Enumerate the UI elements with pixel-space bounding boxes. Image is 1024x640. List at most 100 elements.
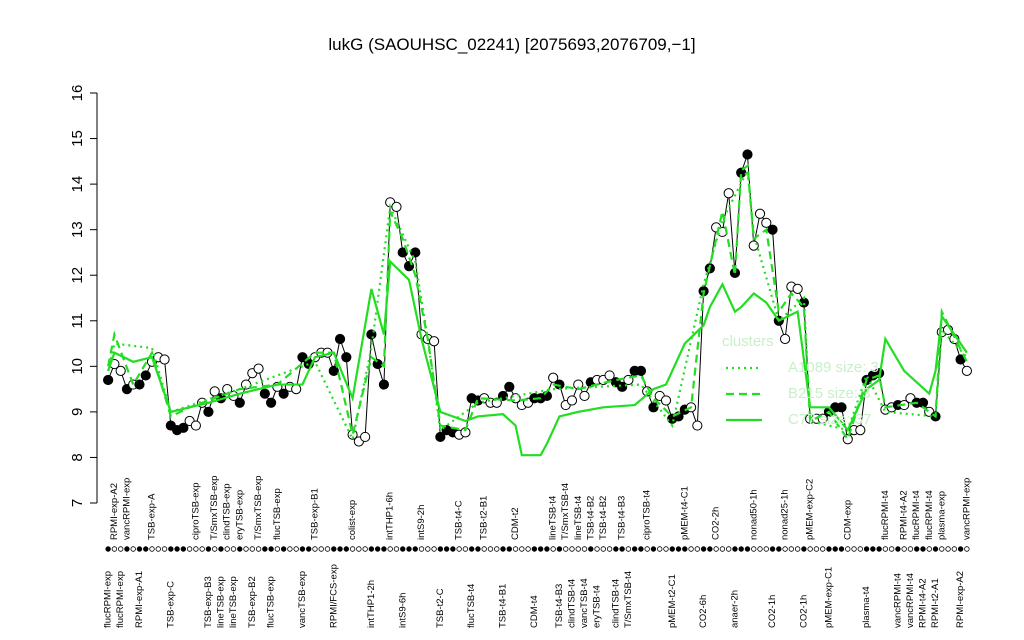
sample-dot — [945, 546, 951, 552]
sample-dot — [769, 546, 776, 552]
x-tick-label: TSB-t4-B2 — [585, 496, 596, 540]
x-tick-label: flucTSB-t4 — [466, 584, 477, 628]
sample-dot — [193, 546, 199, 552]
sample-dot — [205, 546, 212, 552]
data-point — [259, 388, 270, 399]
cluster-line — [107, 259, 968, 457]
x-tick-label: T/SmxTSB-exp — [253, 476, 264, 540]
sample-dot — [575, 546, 581, 552]
sample-dot — [218, 546, 224, 552]
x-tick-label: T/SmxTSB-t4 — [560, 483, 571, 540]
data-point — [190, 420, 201, 431]
sample-dot — [644, 546, 650, 552]
sample-dot — [155, 546, 161, 552]
data-point — [748, 240, 759, 251]
x-tick-label: RPMI-t2-A1 — [930, 578, 941, 628]
sample-dot — [343, 546, 350, 552]
x-tick-label: T/SmxTSB-t4 — [623, 571, 634, 628]
data-point — [328, 365, 339, 376]
x-tick-label: clindTSB-t4 — [610, 579, 621, 628]
sample-dot — [161, 546, 168, 552]
data-point — [253, 363, 264, 374]
sample-dot — [625, 546, 632, 552]
sample-dot — [512, 546, 519, 552]
sample-dot — [838, 546, 845, 552]
data-point — [692, 420, 703, 431]
x-tick-label: RPMI/FCS-exp — [328, 564, 339, 628]
data-point — [548, 372, 559, 383]
x-tick-label: intTHP1-2h — [366, 580, 377, 628]
legend-title: clusters — [722, 333, 774, 350]
sample-dot — [368, 546, 375, 552]
sample-dot — [907, 546, 914, 552]
x-tick-label: pMEM-t4-C1 — [679, 486, 690, 540]
sample-dot — [531, 546, 538, 552]
sample-dot — [650, 546, 657, 552]
sample-dot — [117, 546, 124, 552]
data-point — [754, 208, 766, 219]
x-tick-label: vancRPMI-t4 — [892, 573, 903, 628]
sample-dot — [606, 546, 613, 552]
data-point — [566, 395, 578, 406]
sample-dot — [230, 546, 237, 552]
data-point — [435, 431, 446, 443]
x-tick-label: RPMI-exp-A2 — [109, 483, 120, 540]
x-tick-label: lineTSB-exp — [215, 576, 226, 628]
y-tick-label: 15 — [69, 130, 86, 147]
x-tick-label: pMEM-exp-C2 — [805, 479, 816, 540]
x-tick-label: intTHP1-6h — [385, 492, 396, 540]
data-point — [410, 247, 421, 258]
sample-dot — [437, 546, 444, 552]
sample-dot — [136, 546, 143, 552]
sample-dot — [387, 546, 393, 552]
sample-dot — [425, 546, 431, 552]
sample-dot — [826, 546, 832, 552]
x-tick-label: clindTSB-t4 — [566, 579, 577, 628]
data-point — [961, 365, 972, 376]
sample-dot — [870, 546, 876, 552]
sample-dot — [456, 546, 462, 552]
sample-dot — [563, 546, 569, 552]
sample-dot — [801, 546, 807, 552]
sample-dot — [738, 546, 744, 552]
x-tick-label: RPMI-t4-A2 — [899, 490, 910, 540]
sample-dot — [751, 546, 757, 552]
x-tick-label: eryTSB-t4 — [592, 585, 603, 628]
x-tick-label: vancRPMI-t4 — [905, 573, 916, 628]
sample-dot — [412, 546, 418, 552]
sample-dot — [519, 546, 525, 552]
sample-dot — [619, 546, 625, 552]
sample-dot — [707, 546, 713, 552]
data-point — [767, 224, 778, 235]
sample-dot — [857, 546, 864, 552]
x-tick-label: RPMI-exp-A1 — [134, 571, 145, 628]
x-tick-label: CDM-exp — [842, 500, 853, 540]
sample-dot — [782, 546, 788, 552]
sample-dot — [111, 546, 118, 552]
sample-dot — [594, 546, 600, 552]
data-point — [779, 333, 791, 345]
sample-dot — [863, 546, 870, 552]
sample-dot — [832, 546, 838, 552]
x-tick-label: clindTSB-exp — [222, 484, 233, 541]
data-point — [334, 333, 346, 345]
data-point — [792, 283, 803, 294]
sample-dot — [544, 546, 550, 552]
sample-dot — [569, 546, 575, 552]
sample-dot — [657, 546, 663, 552]
sample-dot — [951, 546, 958, 552]
sample-dot — [700, 546, 707, 552]
x-tick-label: TSB-t4-B2 — [598, 496, 609, 540]
data-point — [278, 388, 289, 399]
sample-dot — [337, 546, 343, 552]
sample-dot — [443, 546, 450, 552]
x-tick-label: pMEM-t2-C1 — [667, 574, 678, 628]
x-tick-label: CO2-6h — [698, 595, 709, 628]
sample-dot — [400, 546, 406, 552]
x-tick-label: vancTSB-t4 — [579, 578, 590, 628]
sample-dot — [237, 546, 243, 552]
sample-dot — [393, 546, 400, 552]
x-tick-label: TSB-t4-C — [454, 500, 465, 540]
sample-dot — [299, 546, 306, 552]
